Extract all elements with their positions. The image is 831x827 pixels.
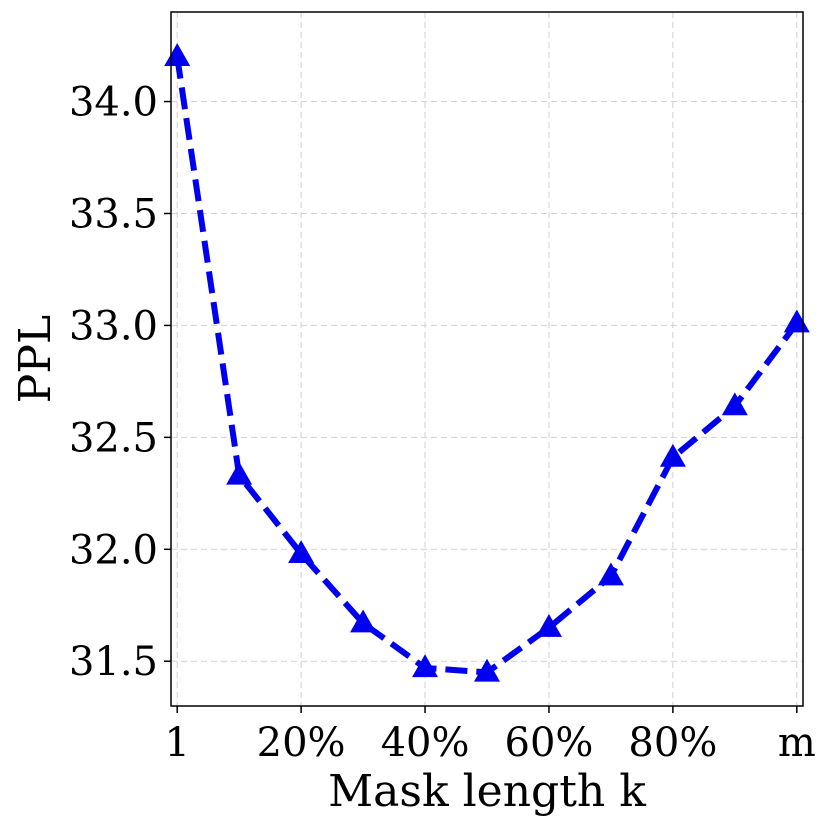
- y-tick-label: 31.5: [69, 639, 158, 685]
- data-point-marker: [535, 614, 562, 637]
- x-axis-ticks: 1 20% 40% 60% 80% m: [164, 706, 816, 766]
- y-tick-label: 32.5: [69, 415, 158, 461]
- x-axis-label: Mask length k: [328, 766, 646, 817]
- y-axis-label: PPL: [10, 315, 61, 403]
- series-layer: [164, 43, 810, 682]
- data-point-marker: [226, 461, 253, 485]
- y-tick-label: 32.0: [69, 527, 158, 573]
- data-point-marker: [350, 609, 377, 633]
- data-point-marker: [474, 658, 500, 682]
- y-axis-ticks: 31.5 32.0 32.5 33.0 33.5 34.0: [69, 80, 171, 685]
- y-tick-label: 33.0: [69, 303, 158, 349]
- x-tick-label: 80%: [628, 720, 717, 766]
- data-point-marker: [597, 562, 624, 586]
- x-tick-label: 1: [164, 720, 189, 766]
- plot-frame: [170, 11, 804, 707]
- grid: [171, 12, 803, 706]
- data-point-marker: [412, 654, 439, 678]
- data-point-marker: [721, 392, 748, 416]
- data-point-marker: [164, 43, 191, 67]
- y-tick-label: 34.0: [69, 80, 158, 126]
- x-tick-label: 60%: [505, 720, 594, 766]
- data-point-marker: [783, 309, 810, 333]
- x-tick-label: 20%: [257, 720, 346, 766]
- x-tick-label: 40%: [381, 720, 470, 766]
- data-point-marker: [659, 443, 686, 467]
- x-tick-label: m: [778, 720, 816, 766]
- series-line: [174, 56, 800, 676]
- data-point-marker: [288, 540, 315, 564]
- y-tick-label: 33.5: [69, 191, 158, 237]
